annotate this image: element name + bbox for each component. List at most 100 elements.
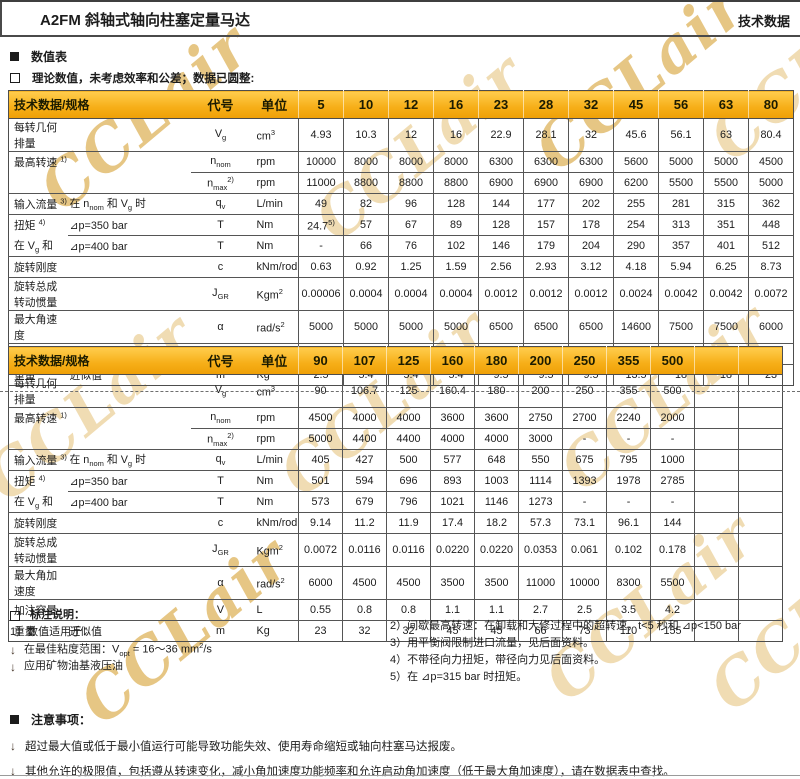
value-cell: 1021 <box>430 491 475 513</box>
value-cell: 66 <box>518 620 563 642</box>
footnote-mineral-oil: 应用矿物油基液压油 <box>24 660 123 672</box>
value-cell: - <box>650 491 695 513</box>
value-cell: 594 <box>342 470 387 492</box>
value-cell: - <box>562 491 607 513</box>
value-cell: 5000 <box>343 310 389 344</box>
value-cell: 32 <box>386 620 431 642</box>
spec-sublabel-cell <box>67 599 191 621</box>
value-cell: 7500 <box>703 310 749 344</box>
footnotes-left-column: 标注说明： 1）数值适用于： ↓ 在最佳粘度范围：Vopt = 16～36 mm… <box>10 607 212 675</box>
unit-cell: cm3 <box>250 118 299 152</box>
value-cell: 675 <box>562 449 607 471</box>
column-header-size: 160 <box>430 346 475 375</box>
column-header-unit: 单位 <box>250 346 299 375</box>
value-cell: 2700 <box>562 407 607 429</box>
value-cell: 5500 <box>703 172 749 194</box>
column-header-size: 16 <box>433 90 479 119</box>
value-cell: 1000 <box>650 449 695 471</box>
value-cell: 893 <box>430 470 475 492</box>
value-cell: 0.0012 <box>523 277 569 311</box>
filled-square-icon <box>10 52 19 61</box>
spec-sublabel-cell <box>68 429 191 450</box>
value-cell: 4500 <box>298 407 343 429</box>
column-header-size: 355 <box>606 346 651 375</box>
spec-sublabel-cell: 在 nnom 和 Vg 时 <box>67 449 191 471</box>
value-cell <box>694 620 739 642</box>
spec-sublabel-cell: ⊿p=400 bar <box>67 491 191 513</box>
cautions-section: 注意事项： ↓ 超过最大值或低于最小值运行可能导致功能失效、使用寿命缩短或轴向柱… <box>0 707 800 779</box>
value-cell: 45 <box>474 620 519 642</box>
open-square-icon <box>10 73 20 83</box>
value-cell: 28.1 <box>523 118 569 152</box>
value-cell <box>738 428 783 450</box>
value-cell: 0.0116 <box>342 533 387 567</box>
value-cell: 448 <box>748 214 794 236</box>
bullet-arrow-icon: ↓ <box>10 764 16 778</box>
value-cell: 9.14 <box>298 512 343 534</box>
value-cell: 6200 <box>613 172 659 194</box>
value-cell: 6500 <box>568 310 614 344</box>
footnotes-right-column: 2）间歇最高转速：在卸载和大修过程中的超转速，t<5 秒和 ⊿p<150 bar… <box>390 618 741 686</box>
value-cell: 1.25 <box>388 256 434 278</box>
value-cell: 6000 <box>748 310 794 344</box>
value-cell: 200 <box>518 374 563 408</box>
value-cell: 11.2 <box>342 512 387 534</box>
footnote-2: 2）间歇最高转速：在卸载和大修过程中的超转速，t<5 秒和 ⊿p<150 bar <box>390 620 741 632</box>
value-cell <box>738 512 783 534</box>
spec-sublabel-cell <box>67 310 191 344</box>
value-cell: 0.0116 <box>386 533 431 567</box>
column-header-size: 107 <box>342 346 387 375</box>
table-row: 在 Vg 和 ⊿p=400 bar T Nm -66 76 102 146 179 204 290 3… <box>9 235 794 257</box>
value-cell <box>694 470 739 492</box>
value-cell: 6900 <box>568 172 614 194</box>
value-cell: 18.2 <box>474 512 519 534</box>
symbol-cell: Vg <box>190 374 251 408</box>
value-cell: 4000 <box>474 428 519 450</box>
value-cell: - <box>562 428 607 450</box>
value-cell: 6.25 <box>703 256 749 278</box>
value-cell: 144 <box>478 193 524 215</box>
value-cell: 4.2 <box>650 599 695 621</box>
section-theory-note: 理论数值，未考虑效率和公差；数据已圆整: <box>10 70 254 86</box>
value-cell: 1978 <box>606 470 651 492</box>
value-cell: 5000 <box>298 428 343 450</box>
column-header-size: 250 <box>562 346 607 375</box>
spec-label-cell: 旋转总成转动惯量 <box>8 277 68 311</box>
value-cell: 128 <box>433 193 479 215</box>
value-cell: 6900 <box>523 172 569 194</box>
spec-sublabel-cell <box>67 151 191 173</box>
value-cell: 12 <box>388 118 434 152</box>
column-header-size: 28 <box>523 90 569 119</box>
table-row: 每转几何排量 Vg cm3 90 106.7 125 160.4 180 200 250 355 50… <box>8 374 783 408</box>
value-cell: 405 <box>298 449 343 471</box>
tech-data-table-small-sizes: 技术数据/规格 代号 单位 5 10 12 16 23 28 32 45 56 63 80 每转几何排量 Vg… <box>8 90 794 386</box>
spec-label-cell: 最大角加速度 <box>8 566 68 600</box>
symbol-cell: m <box>190 620 251 642</box>
value-cell: 5.94 <box>658 256 704 278</box>
value-cell <box>738 449 783 471</box>
value-cell: 11000 <box>518 566 563 600</box>
table-row: 最大角加速度 α rad/s2 6000 4500 4500 3500 3500 11000 10… <box>8 566 783 600</box>
value-cell: 577 <box>430 449 475 471</box>
value-cell: 57 <box>343 214 389 236</box>
value-cell: 1393 <box>562 470 607 492</box>
value-cell: 6500 <box>523 310 569 344</box>
footnote-3: 3）用平衡阀限制进口流量，见后面资料。 <box>390 637 595 649</box>
value-cell <box>738 620 783 642</box>
value-cell: 2.7 <box>518 599 563 621</box>
value-cell: 4000 <box>430 428 475 450</box>
symbol-cell: JGR <box>190 277 251 311</box>
column-header-spec: 技术数据/规格 <box>8 90 191 119</box>
value-cell: 0.0004 <box>388 277 434 311</box>
value-cell: 254 <box>613 214 659 236</box>
value-cell: 3.5 <box>606 599 651 621</box>
unit-cell: cm3 <box>250 374 299 408</box>
value-cell: 57.3 <box>518 512 563 534</box>
spec-label-cell: 扭矩 4) <box>8 214 68 236</box>
spec-label-cell: 旋转刚度 <box>8 512 68 534</box>
value-cell: 500 <box>386 449 431 471</box>
symbol-cell: nmax2) <box>190 428 251 450</box>
table-row: 扭矩 4) ⊿p=350 bar T Nm 24.75) 57 67 89 128 157 178 2… <box>8 214 794 236</box>
table-row: 输入流量 3) 在 nnom 和 Vg 时 qv L/min 49 82 96 128 144 1… <box>8 193 794 215</box>
value-cell: 5000 <box>748 172 794 194</box>
